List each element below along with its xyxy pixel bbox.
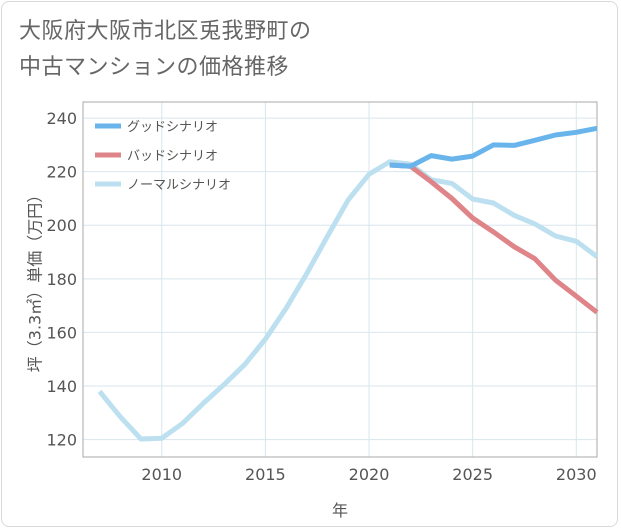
x-axis-title: 年 (332, 501, 348, 520)
series-lines (97, 125, 599, 442)
chart-title-line-1: 大阪府大阪市北区兎我野町の (19, 19, 312, 44)
legend-label: バッドシナリオ (127, 149, 218, 164)
chart-title-line-2: 中古マンションの価格推移 (19, 55, 290, 80)
x-tick-label: 2025 (452, 465, 493, 484)
x-tick-label: 2010 (141, 465, 182, 484)
y-tick-label: 220 (46, 163, 77, 182)
y-tick-label: 180 (46, 270, 77, 289)
y-tick-label: 160 (46, 323, 77, 342)
y-tick-label: 140 (46, 377, 77, 396)
legend-label: グッドシナリオ (127, 120, 218, 135)
x-tick-labels: 2010 2015 2020 2025 2030 (141, 465, 596, 484)
series-line-2 (389, 162, 599, 315)
x-tick-label: 2020 (349, 465, 390, 484)
y-tick-label: 240 (46, 109, 77, 128)
y-tick-label: 200 (46, 216, 77, 235)
y-axis-title: 坪（3.3㎡）単価（万円） (26, 187, 45, 372)
plot-frame (82, 101, 598, 458)
y-tick-label: 120 (46, 431, 77, 450)
grid-lines (83, 102, 597, 457)
chart-title: 大阪府大阪市北区兎我野町の 中古マンションの価格推移 (19, 14, 312, 86)
series-line-3 (97, 159, 599, 442)
legend-label: ノーマルシナリオ (127, 178, 231, 193)
x-tick-label: 2030 (556, 465, 597, 484)
x-tick-label: 2015 (245, 465, 286, 484)
y-tick-labels: 120 140 160 180 200 220 240 (46, 109, 77, 450)
series-line-1 (389, 125, 598, 169)
